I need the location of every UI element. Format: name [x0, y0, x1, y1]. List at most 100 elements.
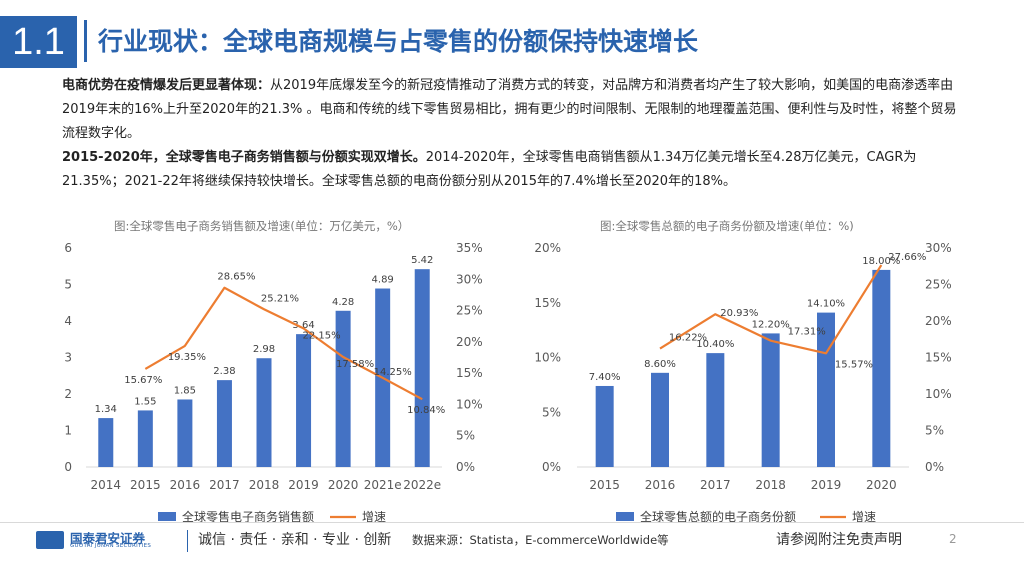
- chart1-bar-label: 1.55: [134, 396, 156, 407]
- page-number: 2: [949, 532, 957, 546]
- chart1-x-tick: 2018: [249, 478, 280, 492]
- chart1-line-label: 19.35%: [168, 352, 206, 363]
- chart1-bar: [177, 399, 193, 467]
- logo-separator: [187, 530, 188, 552]
- chart1-x-tick: 2015: [130, 478, 161, 492]
- chart1-line-label: 22.15%: [302, 330, 340, 341]
- chart2-y-right-tick: 20%: [925, 314, 952, 328]
- paragraph-1-text: 从2019年底爆发至今的新冠疫情推动了消费方式的转变，对品牌方和消费者均产生了较…: [62, 78, 957, 141]
- chart1-bar: [256, 358, 272, 467]
- chart1-y-left-tick: 5: [64, 278, 72, 292]
- paragraph-2: 2015-2020年，全球零售电子商务销售额与份额实现双增长。2014-2020…: [62, 146, 962, 194]
- chart1-bar: [137, 410, 153, 467]
- chart1-line-label: 10.84%: [407, 405, 445, 416]
- chart1-y-right-tick: 35%: [456, 241, 483, 255]
- chart1-bar-label: 2.98: [253, 344, 275, 355]
- chart2-x-tick: 2015: [589, 478, 620, 492]
- chart1-legend-bar-label: 全球零售电子商务销售额: [182, 509, 314, 524]
- chart1-legend-bar-swatch: [158, 512, 176, 521]
- title-divider: [84, 20, 87, 62]
- chart1-x-tick: 2016: [170, 478, 201, 492]
- company-name-en: GUOTAI JUNAN SECURITIES: [70, 543, 152, 549]
- chart1-bar-label: 5.42: [411, 255, 433, 266]
- chart1-bar: [335, 310, 351, 467]
- chart2-legend-bar-swatch: [616, 512, 634, 521]
- chart2-y-left-tick: 10%: [534, 351, 561, 365]
- chart1-bar-label: 4.28: [332, 297, 354, 308]
- chart1-y-right-tick: 25%: [456, 304, 483, 318]
- chart1-ecommerce-sales: 0 1 2 3 4 5 6 0% 5% 10% 15% 20% 25% 30% 35% 1.34 2014 1.5…: [64, 241, 483, 524]
- chart2-x-tick: 2019: [811, 478, 842, 492]
- chart1-y-right-tick: 5%: [456, 429, 475, 443]
- chart2-bar-label: 14.10%: [807, 299, 845, 310]
- chart2-line-label: 17.31%: [788, 327, 826, 338]
- chart1-legend-line-label: 增速: [362, 510, 386, 524]
- chart2-line-label: 27.66%: [888, 252, 926, 263]
- chart1-line-label: 25.21%: [261, 293, 299, 304]
- chart1-bar-label: 1.85: [174, 385, 196, 396]
- chart2-bar: [706, 353, 725, 467]
- chart1-title: 图:全球零售电子商务销售额及增速(单位：万亿美元，%）: [114, 219, 410, 233]
- chart1-y-right-tick: 15%: [456, 366, 483, 380]
- footer-divider: [0, 522, 1024, 523]
- disclaimer-link[interactable]: 请参阅附注免责声明: [776, 532, 902, 548]
- chart1-bar-label: 2.38: [213, 366, 235, 377]
- chart1-growth-line: [144, 286, 423, 401]
- chart2-bar-label: 8.60%: [644, 359, 676, 370]
- chart1-y-left-tick: 2: [64, 387, 72, 401]
- chart1-x-tick: 2021e: [364, 478, 402, 492]
- chart2-legend-line-label: 增速: [852, 510, 876, 524]
- chart2-y-right-tick: 25%: [925, 278, 952, 292]
- chart2-bar: [595, 385, 614, 467]
- chart2-ecommerce-share: 0% 5% 10% 15% 20% 0% 5% 10% 15% 20% 25% 30% 7.40% 201…: [534, 241, 952, 524]
- chart1-y-right-tick: 30%: [456, 272, 483, 286]
- chart2-x-tick: 2018: [755, 478, 786, 492]
- chart2-y-right-tick: 30%: [925, 241, 952, 255]
- chart1-bar-label: 4.89: [372, 275, 394, 286]
- data-source: 数据来源：Statista，E-commerceWorldwide等: [412, 533, 669, 547]
- chart2-x-tick: 2020: [866, 478, 897, 492]
- chart1-x-tick: 2017: [209, 478, 240, 492]
- chart2-bar: [761, 333, 780, 467]
- chart2-legend-bar-label: 全球零售总额的电子商务份额: [640, 509, 796, 524]
- chart2-y-right-tick: 5%: [925, 424, 944, 438]
- chart1-x-tick: 2019: [288, 478, 319, 492]
- chart2-bar: [651, 372, 669, 467]
- chart1-y-right-tick: 10%: [456, 397, 483, 411]
- chart1-bar: [216, 380, 232, 467]
- page-title: 行业现状：全球电商规模与占零售的份额保持快速增长: [98, 27, 699, 56]
- chart2-y-left-tick: 5%: [542, 405, 561, 419]
- paragraph-2-lead: 2015-2020年，全球零售电子商务销售额与份额实现双增长。: [62, 150, 426, 165]
- chart2-bar-label: 7.40%: [589, 372, 621, 383]
- chart2-y-left-tick: 20%: [534, 241, 561, 255]
- chart2-growth-line: [659, 264, 883, 355]
- company-name: 国泰君安证券: [70, 531, 146, 546]
- chart1-y-right-tick: 20%: [456, 335, 483, 349]
- chart1-line-label: 17.58%: [336, 359, 374, 370]
- chart1-line-label: 28.65%: [217, 272, 255, 283]
- chart1-x-tick: 2014: [91, 478, 122, 492]
- chart1-y-left-tick: 6: [64, 241, 72, 255]
- chart1-bar-label: 3.64: [292, 320, 314, 331]
- paragraph-1-lead: 电商优势在疫情爆发后更显著体现：: [62, 78, 271, 93]
- chart2-bar: [872, 269, 891, 467]
- chart1-line-label: 15.67%: [124, 375, 162, 386]
- chart1-x-tick: 2022e: [403, 478, 441, 492]
- chart1-bar: [414, 269, 430, 467]
- chart2-title: 图:全球零售总额的电子商务份额及增速(单位：%): [600, 219, 854, 233]
- chart2-bar-label: 10.40%: [696, 339, 734, 350]
- chart1-bar-label: 1.34: [95, 404, 117, 415]
- chart2-y-left-tick: 0%: [542, 460, 561, 474]
- chart2-y-right-tick: 15%: [925, 351, 952, 365]
- paragraph-2-text: 2014-2020年，全球零售电商销售额从1.34万亿美元增长至4.28万亿美元…: [62, 150, 917, 189]
- chart2-y-right-tick: 0%: [925, 460, 944, 474]
- chart1-y-left-tick: 0: [64, 460, 72, 474]
- chart2-line-label: 20.93%: [720, 308, 758, 319]
- chart1-y-right-tick: 0%: [456, 460, 475, 474]
- chart2-bar-label: 12.20%: [752, 319, 790, 330]
- chart2-line-label: 15.57%: [835, 359, 873, 370]
- chart2-y-right-tick: 10%: [925, 387, 952, 401]
- body-paragraph: 电商优势在疫情爆发后更显著体现：从2019年底爆发至今的新冠疫情推动了消费方式的…: [62, 74, 962, 194]
- chart1-y-left-tick: 1: [64, 424, 72, 438]
- chart1-y-left-tick: 4: [64, 314, 72, 328]
